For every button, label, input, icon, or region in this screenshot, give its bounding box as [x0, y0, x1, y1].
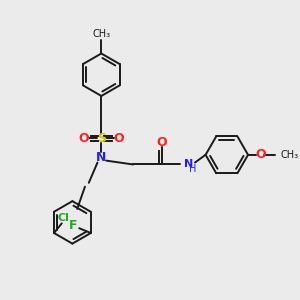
Text: H: H: [189, 164, 197, 174]
Text: O: O: [113, 132, 124, 145]
Text: O: O: [79, 132, 89, 145]
Text: O: O: [157, 136, 167, 149]
Text: N: N: [184, 160, 193, 170]
Text: S: S: [97, 132, 106, 145]
Text: O: O: [255, 148, 266, 161]
Text: CH₃: CH₃: [92, 29, 110, 39]
Text: Cl: Cl: [58, 213, 70, 223]
Text: F: F: [69, 219, 78, 232]
Text: CH₃: CH₃: [281, 150, 299, 160]
Text: N: N: [96, 151, 106, 164]
